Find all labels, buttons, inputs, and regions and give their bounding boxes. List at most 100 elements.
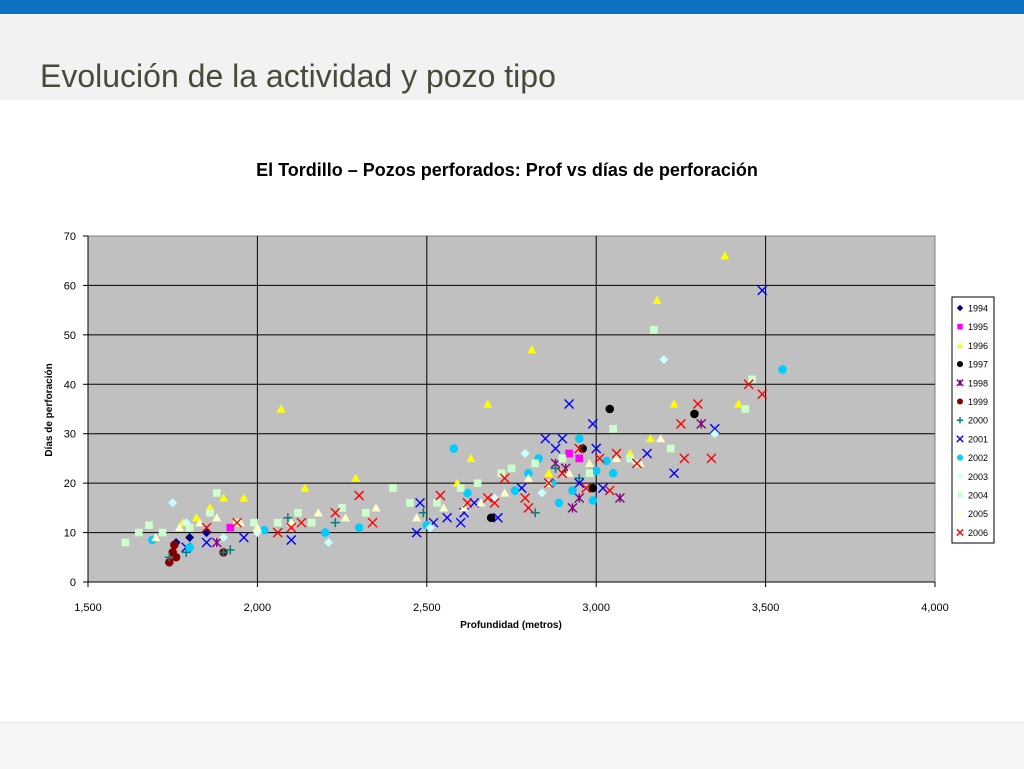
data-point-2003 [520,448,530,458]
data-point-2005 [313,508,323,517]
y-axis-label: Días de perforación [44,363,55,456]
legend-label-2004: 2004 [968,491,988,501]
slide-title: Evolución de la actividad y pozo tipo [40,58,556,94]
data-point-2001 [415,497,426,508]
data-point-2005 [371,503,381,512]
data-point-1996 [466,453,476,463]
data-point-1996 [239,493,249,502]
data-point-2004 [507,464,516,473]
data-point-2001 [492,512,503,523]
data-point-2005 [564,468,574,477]
data-point-1996 [300,483,310,492]
data-point-2006 [706,453,717,464]
data-point-2004 [294,508,302,517]
data-point-2004 [456,484,465,492]
data-point-2004 [666,444,675,453]
data-point-2006 [435,490,446,501]
data-point-2004 [473,479,482,487]
data-point-2006 [296,517,307,528]
legend-label-2000: 2000 [968,416,988,426]
axis-ticks: 0 10 20 30 40 50 60 70 1,500 2,000 2,500 3,000 3,500… [64,231,949,614]
legend-label-2002: 2002 [968,453,988,463]
legend-marker-2005 [956,510,964,517]
data-point-2001 [411,527,422,538]
legend-marker-2002 [956,454,964,461]
data-point-2005 [476,498,486,507]
data-points [121,251,787,567]
legend-label-1998: 1998 [968,378,988,388]
data-point-1995 [226,523,235,532]
x-tick-label: 4,000 [921,602,949,614]
chart-legend: 1994 1995 1996 1997 1998 1999 2000 2001 2002 2003… [951,296,995,544]
data-point-2001 [557,433,568,444]
y-tick-label: 60 [64,280,76,292]
data-point-2004 [121,538,130,547]
data-point-2006 [286,522,297,533]
data-point-2006 [557,468,568,479]
data-point-1998 [567,502,578,513]
data-point-2004 [609,424,617,433]
data-point-2005 [412,513,422,522]
data-point-1996 [645,434,655,443]
data-point-1996 [669,399,679,408]
data-point-1997 [690,409,699,419]
x-tick-label: 1,500 [74,602,102,614]
data-point-1997 [486,513,496,523]
data-point-2001 [591,443,602,454]
data-point-2002 [588,496,598,505]
y-tick-label: 20 [64,478,76,490]
legend-label-1996: 1996 [968,341,988,351]
y-tick-label: 50 [64,330,76,342]
data-point-1998 [614,492,625,503]
legend-marker-2000 [956,417,964,424]
legend-marker-1996 [956,342,964,348]
data-point-2001 [540,433,551,444]
data-point-1999 [170,540,179,550]
data-point-2005 [439,503,449,512]
data-point-2006 [482,492,493,503]
data-point-2001 [669,468,680,479]
legend-marker-1999 [956,398,964,405]
data-point-2005 [286,518,296,527]
data-point-2006 [675,418,686,429]
data-point-2006 [611,448,622,459]
data-point-2006 [462,497,473,508]
data-point-2004 [531,459,540,468]
gridlines [88,236,935,582]
data-point-2001 [455,517,466,528]
legend-marker-2003 [956,473,964,480]
data-point-2004 [748,375,756,384]
data-point-2005 [500,488,510,497]
data-point-2004 [134,528,143,537]
legend-marker-1995 [957,323,963,330]
data-point-2004 [250,518,258,527]
data-point-2002 [608,468,618,478]
data-point-2006 [574,443,585,454]
data-point-1995 [575,454,584,463]
data-point-2001 [709,423,720,434]
data-point-2005 [174,523,184,532]
data-point-2001 [564,399,575,410]
data-point-2002 [510,486,520,495]
data-point-1995 [565,449,573,458]
data-point-2001 [757,285,768,296]
x-tick-label: 2,000 [244,602,272,614]
data-point-2006 [520,492,531,503]
data-point-1996 [276,404,286,413]
data-point-2001 [587,418,598,429]
data-point-2000 [530,508,540,518]
data-point-1996 [483,399,493,408]
data-point-2000 [219,547,229,557]
data-point-2004 [307,518,316,527]
data-point-2000 [164,552,174,562]
data-point-1996 [733,399,743,408]
legend-label-2005: 2005 [968,509,988,519]
data-point-2004 [206,508,214,517]
y-tick-label: 70 [64,231,76,243]
data-point-1997 [605,404,615,414]
data-point-2000 [551,463,561,473]
x-tick-label: 2,500 [413,602,441,614]
legend-marker-2001 [956,435,964,443]
data-point-2004 [361,508,370,517]
data-point-1998 [574,492,585,503]
